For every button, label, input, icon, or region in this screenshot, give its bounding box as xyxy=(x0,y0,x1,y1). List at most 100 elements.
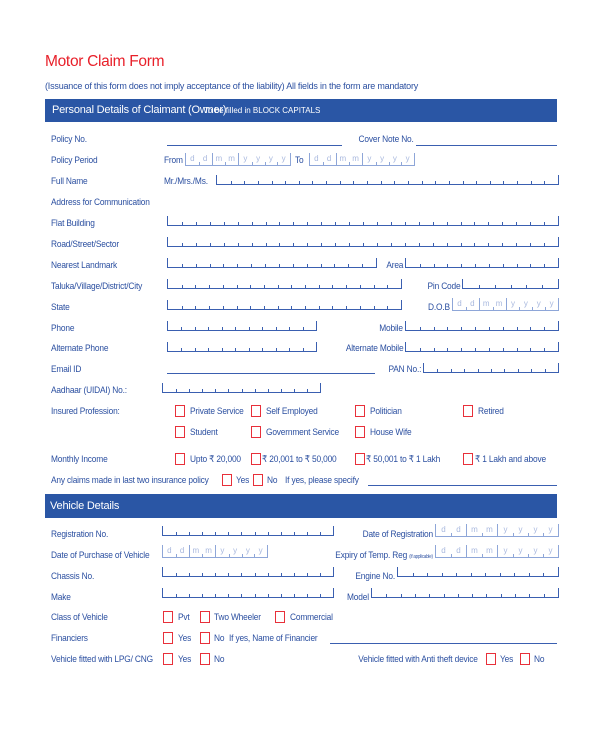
comb-tick xyxy=(181,264,183,267)
claims-specify-field[interactable] xyxy=(368,485,557,486)
comb-tick xyxy=(265,222,267,225)
comb-tick xyxy=(530,181,532,184)
area-field[interactable] xyxy=(405,258,559,268)
checkbox-house-wife[interactable] xyxy=(355,426,365,438)
comb-tick xyxy=(215,532,217,535)
date-cell: y xyxy=(228,545,242,557)
policy-no-field[interactable] xyxy=(167,145,342,146)
registration-no-field[interactable] xyxy=(162,526,334,536)
chassis-no-field[interactable] xyxy=(162,567,334,577)
comb-tick xyxy=(318,306,320,309)
comb-tick xyxy=(265,243,267,246)
date-cell: m xyxy=(466,524,482,536)
checkbox-claims-yes[interactable] xyxy=(222,474,232,486)
comb-tick xyxy=(254,573,256,576)
pan-field[interactable] xyxy=(423,363,559,373)
checkbox-financier-no[interactable] xyxy=(200,632,210,644)
comb-tick xyxy=(248,327,250,330)
to-label: To xyxy=(295,155,304,166)
checkbox-private-service[interactable] xyxy=(175,405,185,417)
comb-tick xyxy=(477,369,479,372)
comb-tick xyxy=(312,181,314,184)
full-name-field[interactable] xyxy=(216,175,559,185)
checkbox-income-3[interactable] xyxy=(355,453,365,465)
comb-tick xyxy=(494,285,496,288)
comb-tick xyxy=(332,306,334,309)
comb-tick xyxy=(237,264,239,267)
comb-tick xyxy=(516,243,518,246)
flat-field[interactable] xyxy=(167,216,559,226)
comb-tick xyxy=(209,306,211,309)
aadhaar-field[interactable] xyxy=(162,383,321,393)
checkbox-income-2[interactable] xyxy=(251,453,261,465)
comb-tick xyxy=(306,264,308,267)
checkbox-financier-yes[interactable] xyxy=(163,632,173,644)
engine-no-field[interactable] xyxy=(397,567,559,577)
comb-tick xyxy=(446,222,448,225)
date-cell: y xyxy=(532,298,545,310)
financiers-label: Financiers xyxy=(51,633,88,644)
mobile-field[interactable] xyxy=(405,321,559,331)
checkbox-politician[interactable] xyxy=(355,405,365,417)
comb-tick xyxy=(517,369,519,372)
landmark-field[interactable] xyxy=(167,258,377,268)
checkbox-antitheft-yes[interactable] xyxy=(486,653,496,665)
comb-tick xyxy=(181,306,183,309)
comb-tick xyxy=(376,243,378,246)
checkbox-lpg-yes[interactable] xyxy=(163,653,173,665)
checkbox-income-4[interactable] xyxy=(463,453,473,465)
alt-mobile-field[interactable] xyxy=(405,342,559,352)
dob-label: D.O.B xyxy=(428,302,450,313)
if-applicable-note: (if applicable) xyxy=(409,554,433,560)
checkbox-two-wheeler[interactable] xyxy=(200,611,210,623)
comb-tick xyxy=(462,181,464,184)
checkbox-lpg-no[interactable] xyxy=(200,653,210,665)
comb-tick xyxy=(450,369,452,372)
comb-tick xyxy=(293,222,295,225)
checkbox-antitheft-no[interactable] xyxy=(520,653,530,665)
comb-tick xyxy=(209,222,211,225)
checkbox-retired[interactable] xyxy=(463,405,473,417)
road-field[interactable] xyxy=(167,237,559,247)
checkbox-self-employed[interactable] xyxy=(251,405,261,417)
financier-name-field[interactable] xyxy=(330,643,557,644)
date-cell: d xyxy=(175,545,189,557)
comb-tick xyxy=(291,285,293,288)
checkbox-pvt[interactable] xyxy=(163,611,173,623)
comb-tick xyxy=(359,306,361,309)
checkbox-commercial[interactable] xyxy=(275,611,285,623)
date-cell: d xyxy=(167,546,172,555)
comb-tick xyxy=(215,573,217,576)
comb-tick xyxy=(189,532,191,535)
comb-tick xyxy=(504,369,506,372)
taluka-field[interactable] xyxy=(167,279,402,289)
checkbox-claims-no[interactable] xyxy=(253,474,263,486)
aadhaar-label: Aadhaar (UIDAI) No.: xyxy=(51,385,127,396)
email-field[interactable] xyxy=(167,373,375,374)
comb-tick xyxy=(488,264,490,267)
phone-field[interactable] xyxy=(167,321,317,331)
alt-phone-field[interactable] xyxy=(167,342,317,352)
comb-tick xyxy=(277,306,279,309)
comb-tick xyxy=(250,306,252,309)
comb-tick xyxy=(241,594,243,597)
comb-tick xyxy=(302,348,304,351)
road-label: Road/Street/Sector xyxy=(51,239,119,250)
checkbox-student[interactable] xyxy=(175,426,185,438)
make-field[interactable] xyxy=(162,588,334,598)
checkbox-government-service[interactable] xyxy=(251,426,261,438)
pin-code-field[interactable] xyxy=(462,279,559,289)
comb-tick xyxy=(318,285,320,288)
checkbox-income-1[interactable] xyxy=(175,453,185,465)
model-field[interactable] xyxy=(371,588,559,598)
state-field[interactable] xyxy=(167,300,402,310)
comb-tick xyxy=(237,243,239,246)
cover-note-field[interactable] xyxy=(416,145,557,146)
comb-tick xyxy=(293,532,295,535)
